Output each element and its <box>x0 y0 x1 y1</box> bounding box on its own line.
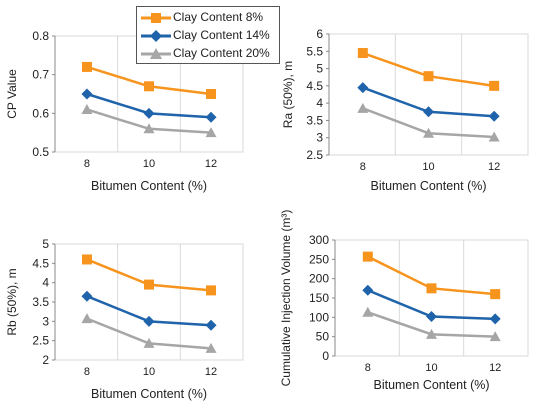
data-point <box>205 319 217 331</box>
data-point <box>81 290 93 302</box>
data-point <box>143 337 155 348</box>
data-point <box>81 254 92 265</box>
x-tick-label: 10 <box>143 366 155 378</box>
data-point <box>357 102 369 113</box>
legend-item-clay-20: Clay Content 20% <box>137 45 281 63</box>
y-tick-label: 200 <box>309 272 329 286</box>
y-tick-label: 0.8 <box>32 29 49 43</box>
data-point <box>362 284 374 296</box>
y-tick-label: 2.5 <box>306 148 323 162</box>
data-point <box>489 80 500 91</box>
y-tick-label: 3 <box>42 314 49 328</box>
data-point <box>143 123 155 134</box>
data-point <box>357 48 368 59</box>
data-point <box>489 331 501 342</box>
data-point <box>357 82 369 94</box>
y-axis-label: Cumulative Injection Volume (m³) <box>279 210 293 387</box>
y-tick-label: 4.5 <box>32 256 49 270</box>
y-tick-label: 0.7 <box>32 68 49 82</box>
data-point <box>143 315 155 327</box>
data-point <box>81 103 93 114</box>
y-tick-label: 4 <box>42 276 49 290</box>
data-point <box>423 106 434 118</box>
x-tick-label: 8 <box>84 366 90 378</box>
y-tick-label: 3.5 <box>306 113 323 127</box>
x-tick-label: 12 <box>488 161 500 173</box>
y-tick-label: 2.5 <box>32 334 49 348</box>
data-point <box>206 285 217 296</box>
x-tick-label: 8 <box>84 158 90 170</box>
y-tick-label: 300 <box>309 233 329 247</box>
x-tick-label: 12 <box>205 158 217 170</box>
data-point <box>488 110 500 122</box>
x-axis-label: Bitumen Content (%) <box>91 387 207 401</box>
y-tick-label: 3 <box>316 131 323 145</box>
data-point <box>144 279 154 290</box>
x-tick-label: 10 <box>425 362 437 374</box>
y-tick-label: 3.5 <box>32 295 49 309</box>
data-point <box>206 89 217 99</box>
y-tick-label: 5 <box>42 237 49 251</box>
data-point <box>488 131 500 142</box>
x-axis-label: Bitumen Content (%) <box>91 179 207 193</box>
x-tick-label: 8 <box>360 161 366 173</box>
legend-marker-diamond <box>141 30 171 42</box>
y-tick-label: 0.5 <box>32 145 49 159</box>
y-tick-label: 4 <box>316 96 323 110</box>
data-point <box>81 313 93 324</box>
x-axis-label: Bitumen Content (%) <box>370 179 486 193</box>
x-tick-label: 10 <box>143 158 155 170</box>
y-tick-label: 0 <box>322 349 329 363</box>
data-point <box>423 127 434 138</box>
data-point <box>362 251 373 262</box>
data-point <box>144 81 154 92</box>
y-tick-label: 4.5 <box>306 79 323 93</box>
data-point <box>489 313 501 325</box>
x-tick-label: 10 <box>422 161 434 173</box>
data-point <box>143 107 155 119</box>
chart-legend: Clay Content 8% Clay Content 14% Clay Co… <box>136 6 280 64</box>
data-point <box>205 342 217 353</box>
x-tick-label: 12 <box>489 362 501 374</box>
chart-panel-3: 2 2.5 3 3.5 4 4.5 5 8 10 12 Bitumen Content (%) Rb … <box>5 237 244 401</box>
chart-panel-1: 0.5 0.6 0.7 0.8 8 10 12 Bitumen Content (%) CP V… <box>5 29 244 193</box>
data-point <box>81 61 92 72</box>
y-tick-label: 0.6 <box>32 106 49 120</box>
x-axis-label: Bitumen Content (%) <box>373 378 489 392</box>
legend-label: Clay Content 14% <box>173 28 270 42</box>
x-tick-label: 8 <box>365 362 371 374</box>
legend-label: Clay Content 20% <box>173 46 270 60</box>
y-tick-label: 100 <box>309 310 329 324</box>
legend-label: Clay Content 8% <box>173 10 264 24</box>
legend-marker-square <box>141 13 171 23</box>
data-point <box>81 88 93 100</box>
legend-item-clay-14: Clay Content 14% <box>137 27 281 45</box>
data-point <box>426 328 437 339</box>
y-tick-label: 2 <box>42 353 49 367</box>
legend-item-clay-8: Clay Content 8% <box>137 9 281 27</box>
data-point <box>362 306 374 317</box>
data-point <box>490 289 501 300</box>
data-point <box>205 111 217 123</box>
x-tick-label: 12 <box>205 366 217 378</box>
data-point <box>423 71 434 82</box>
legend-marker-triangle <box>141 48 171 59</box>
data-point <box>205 127 217 138</box>
data-point <box>426 311 437 323</box>
y-tick-label: 250 <box>309 252 329 266</box>
y-tick-label: 5.5 <box>306 44 323 58</box>
y-tick-label: 5 <box>316 62 323 76</box>
data-point <box>426 283 437 294</box>
y-axis-label: Rb (50%), m <box>5 268 19 335</box>
y-tick-label: 150 <box>309 291 329 305</box>
y-axis-label: Ra (50%), m <box>281 61 295 128</box>
y-tick-label: 6 <box>316 27 323 41</box>
y-axis-label: CP Value <box>5 69 19 119</box>
y-tick-label: 50 <box>316 330 330 344</box>
